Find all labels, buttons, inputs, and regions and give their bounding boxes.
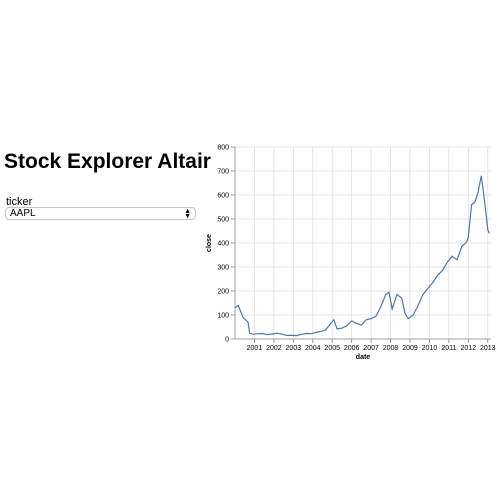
y-tick-label: 100 [217,313,229,320]
ticker-label: ticker [6,196,33,208]
close-price-line [234,175,490,337]
x-tick-label: 2005 [324,345,340,352]
y-tick-label: 400 [217,241,229,248]
x-tick-label: 2012 [461,345,477,352]
x-tick-label: 2004 [305,345,321,352]
x-tick-label: 2013 [480,345,496,352]
x-tick-label: 2002 [266,345,282,352]
y-tick-label: 500 [217,217,229,224]
grid [235,146,491,340]
y-axis-title: close [206,234,213,252]
page-title: Stock Explorer Altair [4,150,211,173]
y-tick-label: 700 [217,169,229,176]
y-tick-label: 200 [217,289,229,296]
x-tick-label: 2009 [402,345,418,352]
ticker-select[interactable]: AAPL ▲ ▼ [5,207,196,220]
y-tick-label: 600 [217,193,229,200]
x-tick-label: 2003 [286,345,302,352]
select-caret-icon: ▲ ▼ [184,207,191,220]
y-tick-label: 800 [217,145,229,152]
y-tick-label: 300 [217,265,229,272]
x-tick-label: 2011 [441,345,456,352]
x-axis-title: date [356,354,371,361]
y-tick-label: 0 [225,337,229,344]
x-tick-label: 2008 [383,345,399,352]
x-tick-label: 2010 [422,345,438,352]
ticker-select-value: AAPL [10,208,36,219]
x-tick-label: 2006 [344,345,360,352]
x-tick-label: 2007 [363,345,379,352]
x-tick-label: 2001 [247,345,263,352]
